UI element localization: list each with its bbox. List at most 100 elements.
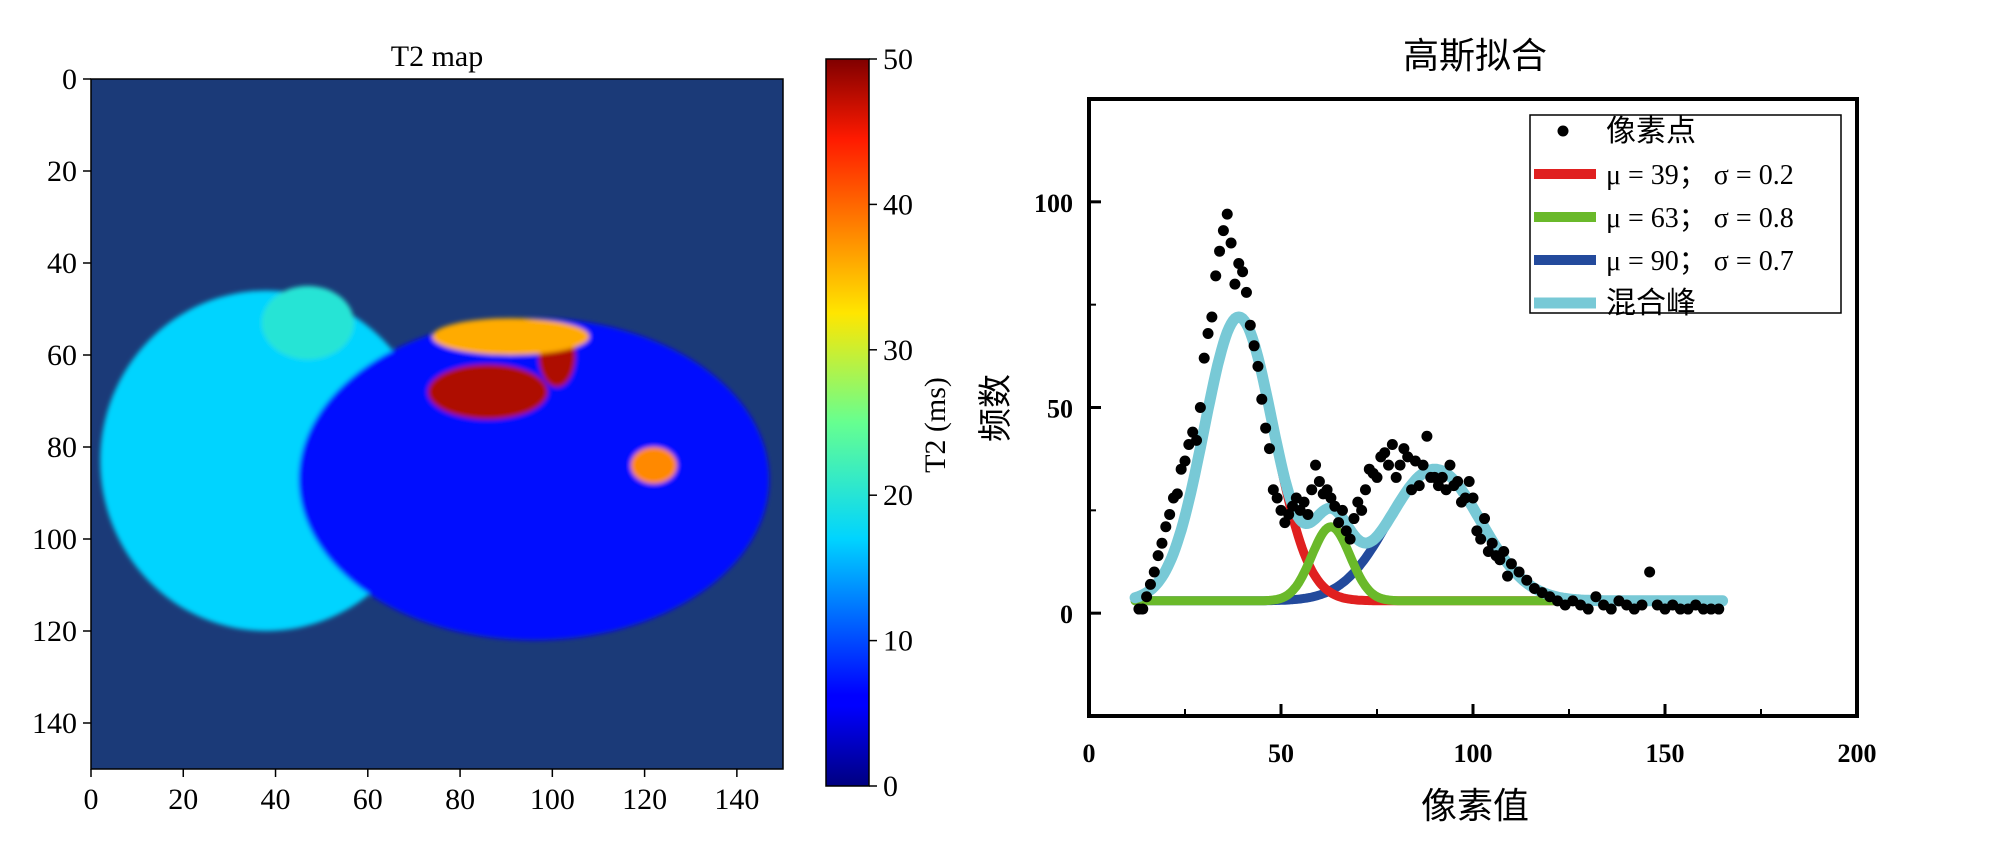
data-point [1156, 537, 1168, 549]
colorbar-tick-label: 50 [883, 43, 913, 76]
heatmap-region-2 [261, 286, 354, 360]
heatmap-x-tick-label: 0 [84, 783, 99, 816]
legend-label: μ = 63； σ = 0.8 [1606, 203, 1794, 234]
data-point [1674, 603, 1686, 615]
heatmap-y-tick-label: 140 [32, 707, 77, 740]
heatmap-y-tick-label: 80 [47, 431, 77, 464]
data-point [1321, 484, 1333, 496]
fit-x-tick-label: 50 [1268, 739, 1294, 768]
heatmap-x-tick-label: 140 [714, 783, 759, 816]
data-point [1148, 566, 1160, 578]
data-point [1513, 566, 1525, 578]
data-point [1310, 459, 1322, 471]
heatmap-region-1 [298, 318, 770, 641]
data-point [1386, 439, 1398, 451]
heatmap-y-tick-label: 60 [47, 339, 77, 372]
gaussian-fit-panel: 高斯拟合 0 50 100 150 200 0 50 100 像素值 频数 像素点 μ = 3… [976, 36, 1877, 827]
data-point [1210, 270, 1222, 282]
legend-marker-points [1557, 125, 1569, 137]
data-point [1267, 484, 1279, 496]
heatmap-x-tick-label: 120 [622, 783, 667, 816]
data-point [1279, 517, 1291, 529]
colorbar-tick-label: 10 [883, 625, 913, 658]
colorbar: 0 10 20 30 40 50 T2 (ms) [825, 43, 952, 803]
data-point [1225, 237, 1237, 249]
data-point [1229, 278, 1241, 290]
data-point [1256, 393, 1268, 405]
data-point [1263, 443, 1275, 455]
data-point [1187, 426, 1199, 438]
heatmap-y-tick-label: 120 [32, 615, 77, 648]
data-point [1306, 484, 1318, 496]
data-point [1302, 508, 1314, 520]
fit-y-tick-label: 50 [1047, 395, 1073, 424]
data-point [1379, 447, 1391, 459]
colorbar-tick-label: 30 [883, 334, 913, 367]
data-point [1164, 508, 1176, 520]
data-point [1175, 463, 1187, 475]
heatmap-x-tick-label: 40 [261, 783, 291, 816]
data-point [1505, 558, 1517, 570]
data-point [1413, 480, 1425, 492]
heatmap-x-tick-label: 80 [445, 783, 475, 816]
colorbar-tick-label: 0 [883, 770, 898, 803]
data-point [1383, 459, 1395, 471]
data-point [1141, 591, 1153, 603]
data-point [1713, 603, 1725, 615]
data-point [1494, 554, 1506, 566]
data-point [1240, 286, 1252, 298]
fit-curve-3 [1130, 464, 1728, 606]
legend-label: μ = 39； σ = 0.2 [1606, 160, 1794, 191]
data-point [1298, 496, 1310, 508]
data-point [1463, 476, 1475, 488]
fit-title: 高斯拟合 [1403, 36, 1547, 77]
data-point [1394, 459, 1406, 471]
data-point [1271, 492, 1283, 504]
data-point [1471, 525, 1483, 537]
data-point [1605, 603, 1617, 615]
data-point [1191, 434, 1203, 446]
heatmap-y-tick-label: 100 [32, 523, 77, 556]
fit-x-tick-label: 100 [1454, 739, 1493, 768]
data-point [1371, 471, 1383, 483]
data-point [1152, 550, 1164, 562]
data-point [1202, 327, 1214, 339]
heatmap-y-tick-label: 20 [47, 155, 77, 188]
fit-x-tick-label: 200 [1838, 739, 1877, 768]
fit-y-tick-label: 100 [1034, 189, 1073, 218]
data-point [1206, 311, 1218, 323]
data-point [1359, 484, 1371, 496]
colorbar-gradient [825, 58, 870, 787]
data-point [1705, 603, 1717, 615]
data-point [1459, 492, 1471, 504]
data-point [1333, 517, 1345, 529]
data-point [1444, 459, 1456, 471]
data-point [1390, 471, 1402, 483]
legend: 像素点 μ = 39； σ = 0.2 μ = 63； σ = 0.8 μ = 90；… [1529, 114, 1842, 321]
data-point [1336, 504, 1348, 516]
data-point [1160, 521, 1172, 533]
legend-label: μ = 90； σ = 0.7 [1606, 246, 1794, 277]
fit-x-tick-label: 150 [1646, 739, 1685, 768]
fit-x-tick-label: 0 [1083, 739, 1096, 768]
data-point [1502, 570, 1514, 582]
heatmap-x-tick-label: 20 [168, 783, 198, 816]
data-point [1340, 525, 1352, 537]
heatmap-frame [90, 78, 784, 770]
legend-label: 混合峰 [1606, 286, 1696, 321]
t2-map-panel: T2 map 0 20 40 60 80 100 120 140 0 20 40 60 80 100 12… [32, 40, 784, 816]
data-point [1344, 533, 1356, 545]
data-point [1590, 591, 1602, 603]
data-point [1283, 508, 1295, 520]
heatmap-region-3 [427, 364, 548, 420]
heatmap-title: T2 map [391, 40, 483, 73]
data-point [1144, 578, 1156, 590]
data-point [1217, 225, 1229, 237]
data-point [1194, 402, 1206, 413]
data-point [1348, 513, 1360, 525]
data-point [1198, 352, 1210, 364]
data-point [1325, 492, 1337, 504]
data-point [1697, 603, 1709, 615]
data-point [1452, 476, 1464, 488]
